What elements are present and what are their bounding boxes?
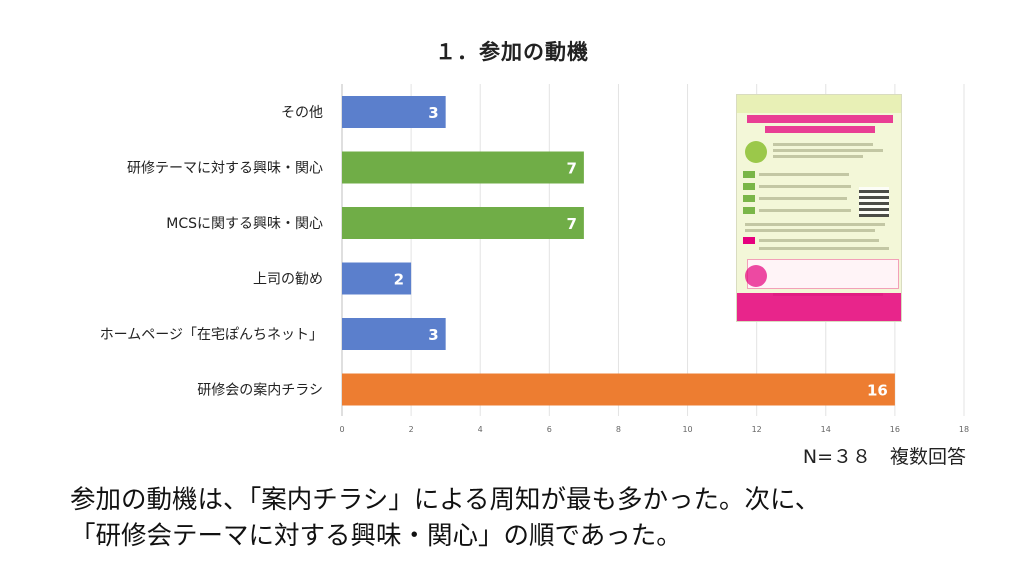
x-tick-label: 10 [682, 425, 692, 434]
category-label: その他 [281, 105, 323, 121]
category-label: 研修会の案内チラシ [197, 382, 323, 399]
x-tick-label: 6 [547, 425, 552, 434]
bars: 3 7 7 2 3 16 [342, 96, 895, 406]
bar [342, 151, 584, 184]
x-tick-label: 14 [821, 425, 831, 434]
category-label: MCSに関する興味・関心 [166, 216, 323, 232]
event-flyer-image [736, 94, 902, 322]
x-tick-label: 12 [752, 425, 762, 434]
data-label: 7 [566, 215, 576, 233]
summary-line-1: 参加の動機は、「案内チラシ」による周知が最も多かった。次に、 [70, 485, 821, 515]
bar [342, 318, 446, 350]
summary-line-2: 「研修会テーマに対する興味・関心」の順であった。 [70, 521, 682, 551]
data-label: 16 [867, 382, 888, 400]
data-label: 3 [428, 104, 438, 122]
data-label: 2 [394, 271, 404, 289]
data-label: 7 [566, 160, 576, 178]
x-tick-label: 18 [959, 425, 969, 434]
x-tick-label: 8 [616, 425, 621, 434]
x-tick-label: 4 [478, 425, 483, 434]
sample-size-note: N=３８ 複数回答 [802, 446, 966, 468]
bar [342, 207, 584, 239]
bar [342, 262, 412, 295]
x-tick-label: 2 [409, 425, 414, 434]
x-tick-label: 0 [339, 425, 344, 434]
data-label: 3 [428, 326, 438, 344]
summary-text: 参加の動機は、「案内チラシ」による周知が最も多かった。次に、 「研修会テーマに対… [70, 482, 1000, 554]
category-label: 上司の勧め [253, 271, 323, 288]
bar [342, 373, 895, 406]
chart-title: １．参加の動機 [435, 40, 589, 64]
x-tick-label: 16 [890, 425, 900, 434]
category-label: 研修テーマに対する興味・関心 [127, 161, 323, 177]
bar [342, 96, 446, 128]
x-tick-labels: 0 2 4 6 8 10 12 14 16 18 [339, 425, 969, 434]
category-label: ホームページ「在宅ぽんちネット」 [100, 327, 323, 343]
